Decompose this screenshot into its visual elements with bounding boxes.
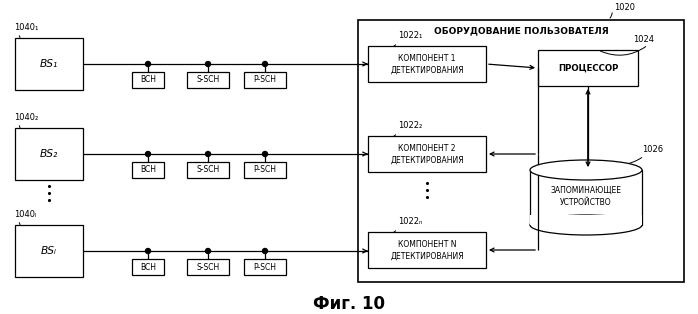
Circle shape (145, 248, 151, 253)
Text: BCH: BCH (140, 165, 156, 175)
Text: BCH: BCH (140, 75, 156, 84)
Text: 1040₂: 1040₂ (14, 113, 38, 122)
Bar (244, 259, 286, 275)
Bar (530, 170, 642, 225)
Ellipse shape (530, 215, 642, 235)
Circle shape (262, 151, 267, 156)
Bar (530, 215, 642, 225)
Text: 1020: 1020 (614, 3, 635, 13)
Text: 1024: 1024 (633, 35, 654, 44)
Bar (132, 259, 164, 275)
Text: P-SCH: P-SCH (253, 263, 276, 272)
Bar (15, 128, 83, 180)
Bar (538, 50, 638, 86)
Circle shape (145, 62, 151, 67)
Text: 1022ₙ: 1022ₙ (398, 217, 422, 226)
Circle shape (205, 62, 211, 67)
Text: 1022₁: 1022₁ (398, 31, 422, 40)
Bar (244, 72, 286, 88)
Circle shape (205, 151, 211, 156)
Text: 1040ₗ: 1040ₗ (14, 210, 36, 219)
Bar (187, 162, 229, 178)
Text: 1022₂: 1022₂ (398, 121, 422, 130)
Ellipse shape (530, 160, 642, 180)
Bar (187, 72, 229, 88)
Bar (244, 162, 286, 178)
Bar (132, 72, 164, 88)
Bar (368, 46, 486, 82)
Text: КОМПОНЕНТ N
ДЕТЕКТИРОВАНИЯ: КОМПОНЕНТ N ДЕТЕКТИРОВАНИЯ (390, 240, 463, 260)
Text: BS₂: BS₂ (40, 149, 58, 159)
Text: BCH: BCH (140, 263, 156, 272)
Bar (368, 136, 486, 172)
Text: Фиг. 10: Фиг. 10 (313, 295, 385, 313)
Text: КОМПОНЕНТ 1
ДЕТЕКТИРОВАНИЯ: КОМПОНЕНТ 1 ДЕТЕКТИРОВАНИЯ (390, 54, 463, 74)
Text: P-SCH: P-SCH (253, 75, 276, 84)
Bar (15, 225, 83, 277)
Bar (15, 38, 83, 90)
Text: BSₗ: BSₗ (41, 246, 57, 256)
Text: ЗАПОМИНАЮЩЕЕ
УСТРОЙСТВО: ЗАПОМИНАЮЩЕЕ УСТРОЙСТВО (551, 186, 621, 207)
Bar (358, 20, 684, 282)
Bar (187, 259, 229, 275)
Text: P-SCH: P-SCH (253, 165, 276, 175)
Text: S-SCH: S-SCH (196, 165, 220, 175)
Text: 1026: 1026 (642, 145, 663, 154)
Text: КОМПОНЕНТ 2
ДЕТЕКТИРОВАНИЯ: КОМПОНЕНТ 2 ДЕТЕКТИРОВАНИЯ (390, 143, 463, 165)
Text: ОБОРУДОВАНИЕ ПОЛЬЗОВАТЕЛЯ: ОБОРУДОВАНИЕ ПОЛЬЗОВАТЕЛЯ (433, 26, 609, 35)
Text: ПРОЦЕССОР: ПРОЦЕССОР (558, 63, 618, 73)
Circle shape (262, 248, 267, 253)
Text: BS₁: BS₁ (40, 59, 58, 69)
Circle shape (262, 62, 267, 67)
Bar (368, 232, 486, 268)
Text: S-SCH: S-SCH (196, 75, 220, 84)
Circle shape (145, 151, 151, 156)
Bar (132, 162, 164, 178)
Circle shape (205, 248, 211, 253)
Text: S-SCH: S-SCH (196, 263, 220, 272)
Text: 1040₁: 1040₁ (14, 23, 38, 32)
